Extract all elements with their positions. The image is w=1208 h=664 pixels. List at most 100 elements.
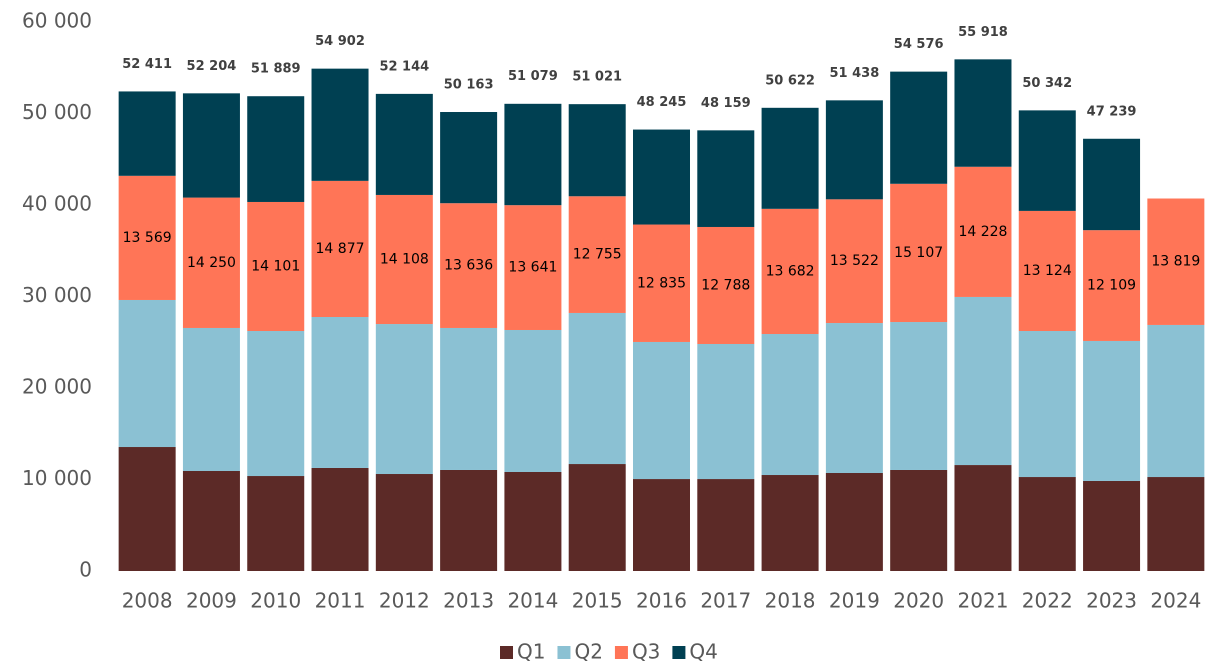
bar-segment [1018, 110, 1076, 211]
data-label: 13 682 [766, 263, 815, 279]
bar-segment [568, 196, 626, 313]
bar-segment [761, 208, 819, 335]
data-label: 12 755 [573, 247, 622, 263]
bar-segment [697, 130, 755, 227]
total-label: 50 342 [1022, 76, 1072, 91]
total-label: 54 902 [315, 34, 365, 49]
total-label: 54 576 [894, 37, 944, 52]
y-tick-label: 20 000 [22, 375, 92, 399]
bar-segment [504, 103, 562, 206]
bar-segment [633, 341, 690, 480]
bar-segment [118, 299, 176, 448]
data-label: 13 641 [508, 260, 557, 276]
bar-segment [568, 104, 626, 197]
y-tick-label: 40 000 [22, 192, 92, 216]
data-label: 14 877 [316, 241, 365, 257]
total-label: 51 438 [829, 66, 879, 81]
bar-segment [118, 175, 176, 300]
bar-segment [182, 470, 240, 571]
bar-segment [1147, 477, 1205, 571]
x-tick-label: 2010 [250, 589, 301, 613]
bar-segment [504, 329, 562, 472]
x-tick-label: 2016 [636, 589, 687, 613]
legend-swatch [500, 646, 513, 659]
bar-segment [504, 205, 562, 330]
y-tick-label: 60 000 [22, 9, 92, 33]
bar-segment [633, 479, 690, 571]
total-label: 52 411 [122, 57, 172, 72]
bar-segment [1083, 230, 1141, 341]
total-label: 48 245 [637, 95, 687, 110]
bar-segment [375, 324, 433, 475]
x-tick-label: 2019 [829, 589, 880, 613]
x-tick-label: 2008 [122, 589, 173, 613]
data-label: 14 250 [187, 255, 236, 271]
x-tick-label: 2017 [700, 589, 751, 613]
legend-label: Q4 [689, 640, 717, 664]
x-tick-label: 2011 [315, 589, 366, 613]
bar-segment [1018, 330, 1076, 478]
bar-segment [890, 322, 948, 470]
bar-segment [1018, 210, 1076, 331]
y-tick-label: 10 000 [22, 466, 92, 490]
legend-swatch [672, 646, 686, 659]
bar-segment [247, 201, 305, 331]
bar-segment [118, 91, 176, 176]
data-label: 14 101 [251, 258, 300, 274]
bar-segment [1147, 324, 1205, 478]
data-label: 13 819 [1151, 254, 1200, 270]
x-tick-label: 2013 [443, 589, 494, 613]
total-label: 51 021 [572, 70, 622, 85]
legend-label: Q3 [632, 640, 660, 664]
bar-segment [440, 112, 498, 204]
bar-segment [182, 327, 240, 471]
total-label: 51 079 [508, 69, 558, 84]
bar-segment [697, 226, 755, 344]
data-label: 14 228 [958, 224, 1007, 240]
bar-segment [375, 194, 433, 325]
data-label: 13 522 [830, 253, 879, 269]
bar-segment [1083, 480, 1141, 571]
bar-segment [954, 59, 1012, 167]
bar-segment [697, 479, 755, 571]
bar-segment [825, 100, 883, 200]
total-label: 50 622 [765, 73, 815, 88]
total-label: 51 889 [251, 62, 301, 77]
legend-swatch [557, 646, 571, 659]
legend-label: Q2 [574, 640, 602, 664]
data-label: 14 108 [380, 251, 429, 267]
bar-segment [1018, 477, 1076, 571]
bar-segment [375, 93, 433, 195]
bar-segment [825, 199, 883, 324]
x-tick-label: 2014 [507, 589, 558, 613]
bar-segment [761, 334, 819, 476]
bar-segment [1083, 138, 1141, 231]
data-label: 13 124 [1023, 263, 1072, 279]
bar-segment [247, 476, 305, 571]
bar-segment [1083, 340, 1141, 481]
bar-segment [890, 469, 948, 571]
y-tick-label: 50 000 [22, 100, 92, 124]
bar-segment [311, 180, 369, 317]
total-label: 48 159 [701, 96, 751, 111]
x-tick-label: 2012 [379, 589, 430, 613]
x-tick-label: 2009 [186, 589, 237, 613]
bar-segment [440, 469, 498, 571]
bar-segment [761, 475, 819, 571]
bar-segment [954, 465, 1012, 571]
legend-label: Q1 [517, 640, 545, 664]
x-tick-label: 2022 [1022, 589, 1073, 613]
bar-segment [375, 474, 433, 571]
bar-segment [633, 224, 690, 342]
x-tick-label: 2021 [958, 589, 1009, 613]
bar-segment [568, 312, 626, 465]
bar-segment [247, 330, 305, 477]
bar-segment [247, 96, 305, 202]
bar-segment [440, 203, 498, 328]
bar-segment [182, 93, 240, 198]
bar-segment [890, 183, 948, 323]
bar-segment [1147, 198, 1205, 325]
x-tick-label: 2023 [1086, 589, 1137, 613]
bar-segment [440, 327, 498, 470]
